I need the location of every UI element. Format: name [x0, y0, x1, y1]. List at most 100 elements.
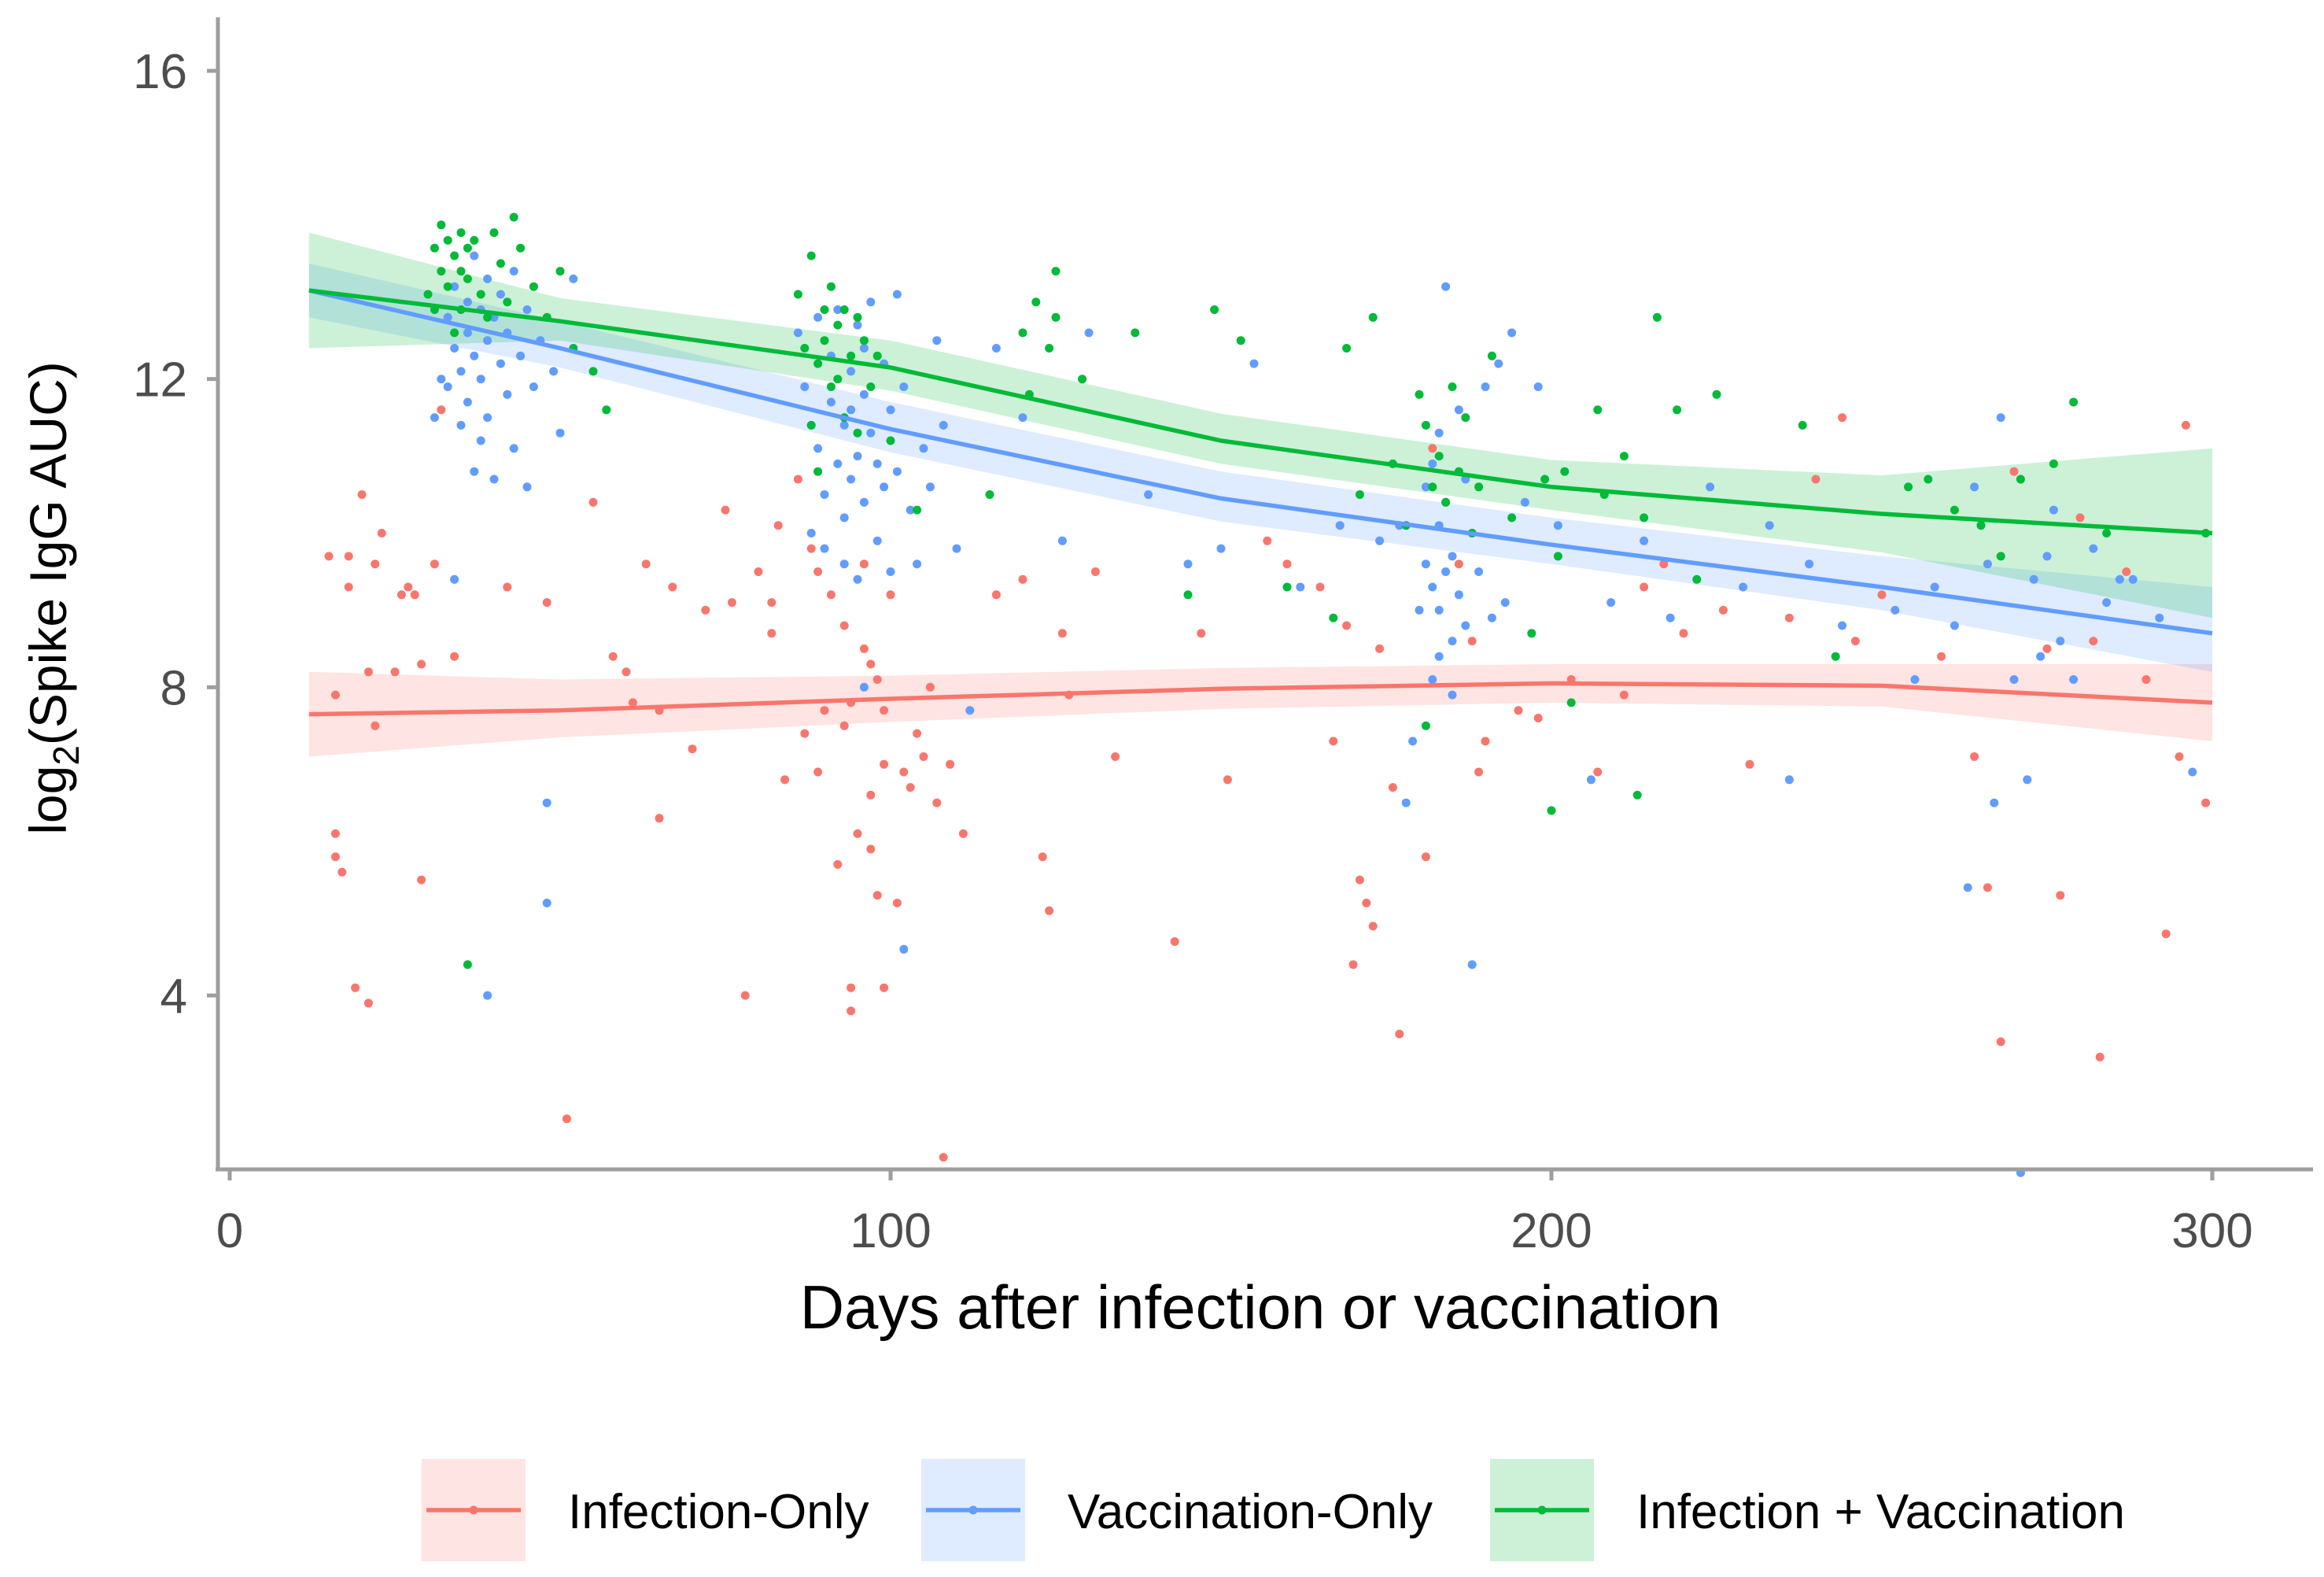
point-vaccination-only-122	[1481, 382, 1490, 391]
point-infection-only-50	[826, 590, 836, 600]
point-vaccination-only-73	[892, 290, 902, 299]
point-infection-vaccination-98	[1798, 420, 1807, 430]
data-points	[324, 212, 2211, 1177]
point-vaccination-only-138	[1805, 560, 1814, 569]
point-infection-only-80	[1018, 574, 1027, 584]
point-vaccination-only-83	[952, 544, 961, 553]
point-infection-vaccination-10	[456, 267, 466, 276]
point-infection-only-66	[880, 759, 889, 769]
x-tick-label-300: 300	[2171, 1204, 2252, 1258]
point-vaccination-only-79	[919, 444, 928, 453]
band-infection-only	[308, 664, 2212, 757]
point-vaccination-only-161	[2128, 574, 2138, 584]
point-infection-only-105	[1454, 560, 1463, 569]
point-infection-vaccination-12	[463, 243, 472, 253]
point-infection-vaccination-30	[800, 344, 810, 353]
point-infection-only-35	[701, 605, 710, 615]
point-infection-vaccination-91	[1619, 452, 1629, 461]
y-tick-label-16: 16	[133, 45, 187, 99]
point-vaccination-only-28	[509, 267, 518, 276]
point-infection-only-95	[1348, 960, 1358, 969]
point-infection-only-93	[1329, 737, 1338, 746]
point-infection-vaccination-107	[2069, 397, 2079, 407]
point-vaccination-only-115	[1454, 405, 1463, 415]
point-infection-only-29	[628, 698, 637, 707]
point-vaccination-only-52	[839, 420, 849, 430]
point-infection-vaccination-105	[2016, 475, 2025, 484]
point-infection-only-18	[417, 659, 426, 669]
point-infection-only-51	[833, 860, 843, 869]
point-infection-only-129	[2042, 644, 2052, 653]
point-infection-only-110	[1533, 714, 1543, 722]
point-vaccination-only-101	[1421, 560, 1430, 569]
point-infection-only-46	[806, 544, 816, 553]
point-vaccination-only-158	[2089, 544, 2098, 553]
point-vaccination-only-143	[1950, 621, 1959, 630]
point-infection-vaccination-36	[820, 336, 829, 345]
point-vaccination-only-29	[509, 444, 518, 453]
point-infection-vaccination-92	[1632, 790, 1642, 800]
point-infection-vaccination-1	[430, 243, 439, 253]
point-vaccination-only-11	[463, 397, 472, 407]
point-infection-vaccination-62	[1236, 336, 1245, 345]
point-infection-vaccination-83	[1527, 629, 1536, 638]
point-infection-vaccination-25	[555, 267, 565, 276]
point-infection-only-108	[1481, 737, 1490, 746]
point-vaccination-only-39	[569, 274, 578, 283]
point-vaccination-only-17	[476, 436, 485, 445]
point-infection-only-78	[958, 829, 968, 838]
point-infection-vaccination-5	[443, 235, 452, 245]
point-infection-vaccination-6	[443, 282, 452, 291]
point-vaccination-only-99	[1415, 605, 1424, 615]
point-vaccination-only-37	[549, 367, 559, 376]
point-infection-vaccination-3	[437, 220, 446, 230]
point-vaccination-only-75	[899, 382, 909, 391]
point-vaccination-only-7	[456, 367, 466, 376]
point-infection-only-41	[767, 629, 777, 638]
point-infection-only-19	[417, 875, 426, 885]
point-infection-only-11	[371, 560, 380, 569]
point-infection-only-53	[839, 721, 849, 730]
point-infection-vaccination-93	[1640, 513, 1649, 523]
point-infection-only-127	[1996, 1037, 2005, 1047]
point-vaccination-only-151	[2023, 775, 2032, 785]
fit-lines	[308, 288, 2213, 717]
legend: Infection-Only Vaccination-Only Infection …	[422, 1459, 2125, 1561]
legend-label-vaccination-only: Vaccination-Only	[1068, 1485, 1433, 1539]
point-infection-vaccination-66	[1355, 490, 1364, 499]
point-infection-only-2	[330, 829, 340, 838]
point-vaccination-only-85	[991, 344, 1001, 353]
point-vaccination-only-145	[1970, 482, 1979, 492]
point-infection-vaccination-20	[503, 297, 512, 307]
point-infection-only-116	[1679, 629, 1688, 638]
point-infection-vaccination-87	[1560, 467, 1570, 476]
point-infection-only-88	[1197, 629, 1206, 638]
point-infection-vaccination-84	[1540, 475, 1550, 484]
point-vaccination-only-144	[1963, 883, 1972, 892]
point-infection-vaccination-50	[913, 505, 922, 515]
point-infection-only-123	[1877, 590, 1887, 600]
y-axis-title-subscript: 2	[46, 745, 87, 766]
point-vaccination-only-40	[793, 328, 802, 338]
point-infection-only-122	[1850, 637, 1860, 646]
point-vaccination-only-74	[892, 467, 902, 476]
point-vaccination-only-71	[886, 405, 895, 415]
point-vaccination-only-134	[1706, 482, 1715, 492]
point-vaccination-only-60	[853, 574, 862, 584]
point-vaccination-only-162	[2155, 613, 2164, 622]
point-infection-only-34	[688, 744, 697, 754]
point-infection-vaccination-78	[1461, 413, 1470, 423]
point-infection-vaccination-72	[1421, 420, 1430, 430]
point-infection-vaccination-55	[1045, 344, 1054, 353]
point-infection-vaccination-54	[1031, 297, 1041, 307]
point-infection-vaccination-44	[853, 312, 862, 322]
point-infection-only-130	[2056, 891, 2065, 900]
point-infection-vaccination-17	[483, 312, 492, 322]
point-infection-vaccination-14	[463, 960, 472, 969]
point-infection-vaccination-63	[1282, 582, 1292, 592]
point-infection-vaccination-96	[1692, 574, 1702, 584]
point-infection-vaccination-47	[866, 382, 876, 391]
point-vaccination-only-13	[470, 351, 479, 360]
point-vaccination-only-76	[899, 944, 909, 954]
